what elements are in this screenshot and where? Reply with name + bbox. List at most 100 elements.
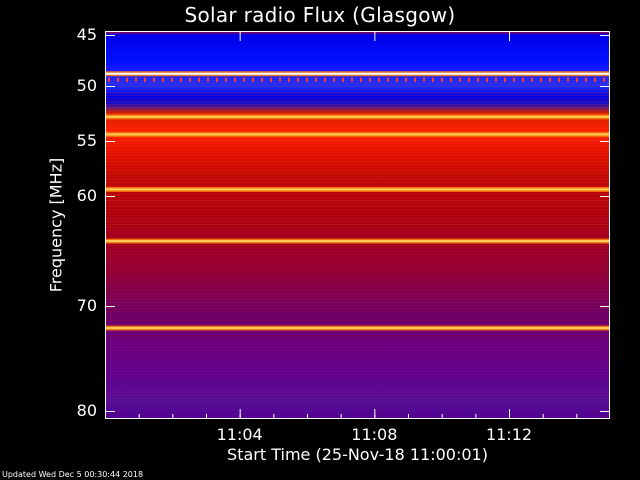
comb-tick — [189, 77, 191, 82]
bright-line — [105, 327, 610, 330]
bright-line — [105, 115, 610, 118]
y-tick-mark — [600, 196, 610, 197]
texture-line — [105, 407, 610, 408]
comb-tick — [360, 77, 362, 82]
comb-tick — [162, 77, 164, 82]
texture-line — [105, 200, 610, 201]
texture-line — [105, 233, 610, 234]
x-minor-tick — [138, 414, 140, 419]
comb-tick — [378, 77, 380, 82]
texture-line — [105, 122, 610, 123]
texture-line — [105, 284, 610, 285]
texture-line — [105, 251, 610, 252]
texture-line — [105, 95, 610, 96]
x-tick-mark — [509, 31, 510, 41]
texture-line — [105, 305, 610, 306]
y-tick-mark — [600, 86, 610, 87]
y-tick-label: 45 — [76, 25, 97, 44]
texture-line — [105, 176, 610, 177]
y-tick-label: 60 — [76, 186, 97, 205]
texture-line — [105, 113, 610, 114]
texture-line — [105, 98, 610, 99]
texture-line — [105, 146, 610, 147]
texture-line — [105, 254, 610, 255]
bright-line — [105, 188, 610, 191]
comb-tick — [423, 77, 425, 82]
y-tick-label: 80 — [76, 401, 97, 420]
comb-tick — [279, 77, 281, 82]
texture-line — [105, 155, 610, 156]
comb-tick — [234, 77, 236, 82]
texture-line — [105, 179, 610, 180]
texture-line — [105, 383, 610, 384]
x-minor-tick — [441, 414, 443, 419]
comb-tick — [486, 77, 488, 82]
y-tick-label: 55 — [76, 131, 97, 150]
texture-line — [105, 221, 610, 222]
comb-tick — [477, 77, 479, 82]
spectrogram-svg — [105, 31, 610, 419]
texture-line — [105, 203, 610, 204]
comb-tick — [288, 77, 290, 82]
y-tick-label: 70 — [76, 296, 97, 315]
texture-line — [105, 341, 610, 342]
y-tick-mark — [105, 411, 115, 412]
texture-line — [105, 317, 610, 318]
texture-line — [105, 281, 610, 282]
comb-tick — [270, 77, 272, 82]
texture-line — [105, 215, 610, 216]
comb-tick — [216, 77, 218, 82]
texture-line — [105, 308, 610, 309]
texture-line — [105, 110, 610, 111]
comb-tick — [351, 77, 353, 82]
comb-tick — [171, 77, 173, 82]
texture-line — [105, 230, 610, 231]
x-minor-tick — [509, 414, 510, 419]
y-tick-label: 50 — [76, 76, 97, 95]
texture-line — [105, 347, 610, 348]
texture-line — [105, 392, 610, 393]
texture-line — [105, 404, 610, 405]
texture-line — [105, 77, 610, 78]
comb-tick — [576, 77, 578, 82]
texture-line — [105, 272, 610, 273]
comb-tick — [387, 77, 389, 82]
texture-line — [105, 335, 610, 336]
comb-tick — [369, 77, 371, 82]
texture-line — [105, 311, 610, 312]
comb-tick — [540, 77, 542, 82]
texture-line — [105, 107, 610, 108]
y-axis-label: Frequency [MHz] — [46, 157, 66, 293]
x-tick-mark — [374, 31, 376, 41]
x-tick-mark — [239, 31, 241, 41]
x-minor-tick — [172, 414, 174, 419]
comb-tick — [405, 77, 407, 82]
texture-line — [105, 323, 610, 324]
texture-line — [105, 86, 610, 87]
texture-line — [105, 89, 610, 90]
y-tick-mark — [105, 141, 115, 142]
texture-line — [105, 266, 610, 267]
update-timestamp: Updated Wed Dec 5 00:30:44 2018 — [2, 470, 144, 479]
texture-line — [105, 263, 610, 264]
texture-line — [105, 389, 610, 390]
texture-line — [105, 260, 610, 261]
texture-line — [105, 197, 610, 198]
texture-line — [105, 149, 610, 150]
x-minor-tick — [576, 414, 578, 419]
texture-line — [105, 170, 610, 171]
texture-line — [105, 365, 610, 366]
y-tick-mark — [105, 86, 115, 87]
texture-line — [105, 80, 610, 81]
texture-line — [105, 257, 610, 258]
texture-line — [105, 356, 610, 357]
y-tick-mark — [105, 35, 115, 36]
comb-tick — [261, 77, 263, 82]
texture-line — [105, 83, 610, 84]
texture-line — [105, 314, 610, 315]
texture-line — [105, 353, 610, 354]
comb-tick — [315, 77, 317, 82]
texture-line — [105, 212, 610, 213]
texture-line — [105, 161, 610, 162]
comb-tick — [342, 77, 344, 82]
